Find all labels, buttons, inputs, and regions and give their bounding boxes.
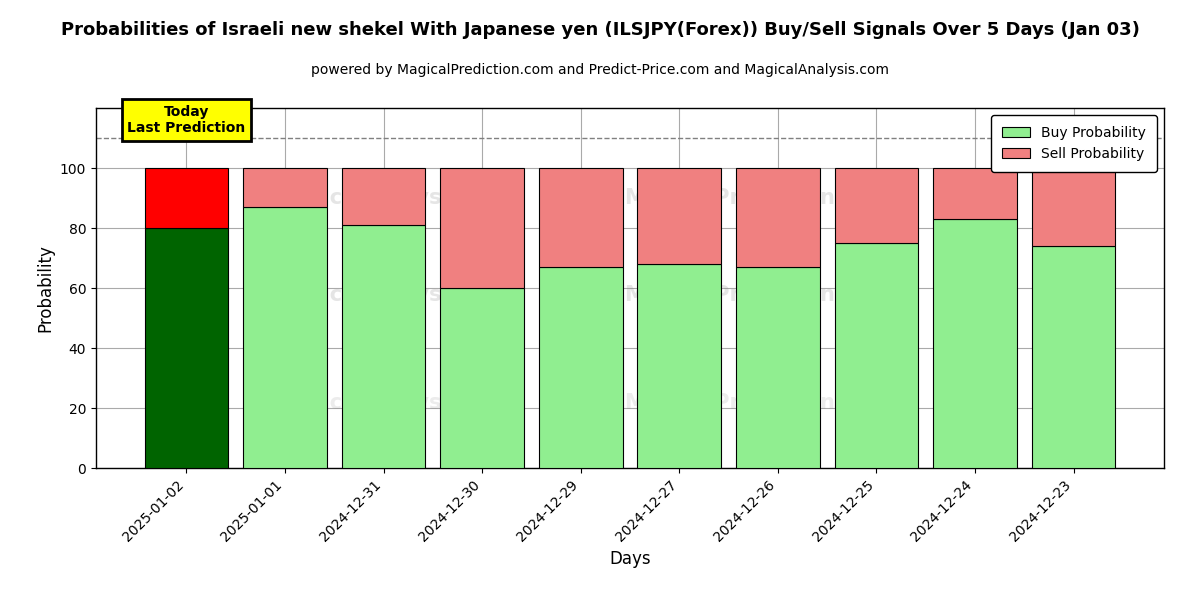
Bar <box>1032 246 1116 468</box>
Text: Today
Last Prediction: Today Last Prediction <box>127 105 246 135</box>
Text: Probabilities of Israeli new shekel With Japanese yen (ILSJPY(Forex)) Buy/Sell S: Probabilities of Israeli new shekel With… <box>60 21 1140 39</box>
Bar <box>736 267 820 468</box>
Bar <box>934 219 1016 468</box>
Bar <box>144 228 228 468</box>
Bar <box>244 168 326 207</box>
X-axis label: Days: Days <box>610 550 650 568</box>
Text: powered by MagicalPrediction.com and Predict-Price.com and MagicalAnalysis.com: powered by MagicalPrediction.com and Pre… <box>311 63 889 77</box>
Bar <box>736 168 820 267</box>
Text: MagicalAnalysis.com: MagicalAnalysis.com <box>272 188 517 208</box>
Bar <box>1032 168 1116 246</box>
Bar <box>342 225 426 468</box>
Bar <box>539 267 623 468</box>
Y-axis label: Probability: Probability <box>36 244 54 332</box>
Text: MagicalPrediction.com: MagicalPrediction.com <box>624 188 892 208</box>
Text: MagicalAnalysis.com: MagicalAnalysis.com <box>272 285 517 305</box>
Legend: Buy Probability, Sell Probability: Buy Probability, Sell Probability <box>991 115 1157 172</box>
Text: MagicalPrediction.com: MagicalPrediction.com <box>624 285 892 305</box>
Text: MagicalPrediction.com: MagicalPrediction.com <box>624 393 892 413</box>
Bar <box>342 168 426 225</box>
Bar <box>244 207 326 468</box>
Text: MagicalAnalysis.com: MagicalAnalysis.com <box>272 393 517 413</box>
Bar <box>440 168 524 288</box>
Bar <box>637 168 721 264</box>
Bar <box>637 264 721 468</box>
Bar <box>539 168 623 267</box>
Bar <box>144 168 228 228</box>
Bar <box>934 168 1016 219</box>
Bar <box>440 288 524 468</box>
Bar <box>834 168 918 243</box>
Bar <box>834 243 918 468</box>
